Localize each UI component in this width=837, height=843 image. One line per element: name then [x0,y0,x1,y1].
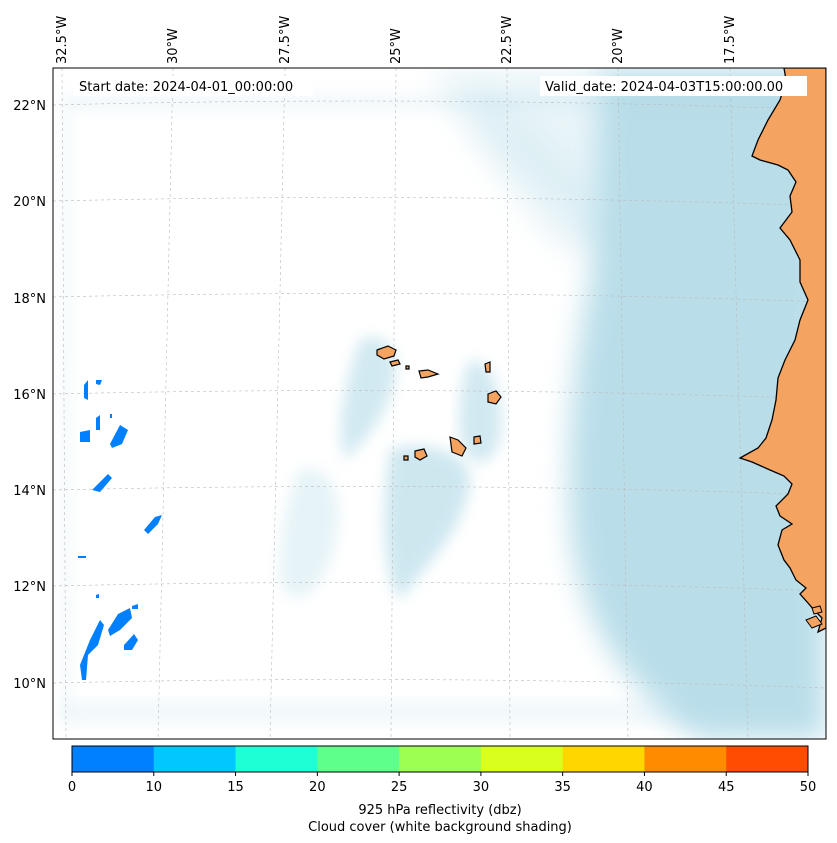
map-area [53,68,826,739]
colorbar-tick-label: 30 [473,780,490,795]
colorbar-segment [235,746,318,772]
africa-landmass [738,68,826,634]
lon-label: 25°W [389,28,404,64]
colorbar: 0 10 15 20 25 30 35 40 45 50 925 hPa reflectivity… [68,745,816,835]
colorbar-segment [726,746,809,772]
bijagos-island [811,605,823,615]
colorbar-segment [644,746,727,772]
lat-label: 20°N [13,195,46,210]
bijagos-island [805,615,823,629]
colorbar-segment [317,746,400,772]
cloud-cover-shading [62,68,826,739]
colorbar-frame [71,745,809,773]
reflectivity-echoes [78,380,162,680]
map-frame [52,67,827,740]
lon-label: 17.5°W [723,16,738,64]
lon-label: 32.5°W [55,16,70,64]
colorbar-segment [72,746,155,772]
colorbar-segment [399,746,482,772]
gridlines [53,68,826,739]
colorbar-tick-label: 50 [800,780,817,795]
start-date-text: Start date: 2024-04-01_00:00:00 [79,80,293,95]
start-date-annotation: Start date: 2024-04-01_00:00:00 [73,76,313,96]
colorbar-tick-label: 10 [146,780,163,795]
lat-label: 14°N [13,484,46,499]
colorbar-tick-label: 15 [227,780,244,795]
valid-date-annotation: Valid_date: 2024-04-03T15:00:00.00 [540,76,807,96]
colorbar-tick-label: 35 [554,780,571,795]
colorbar-tick-label: 45 [718,780,735,795]
lat-label: 10°N [13,677,46,692]
lat-label: 12°N [13,580,46,595]
latitude-labels: 22°N 20°N 18°N 16°N 14°N 12°N 10°N [13,99,46,692]
colorbar-ticks: 0 10 15 20 25 30 35 40 45 50 [68,772,816,795]
colorbar-segment [153,746,237,772]
colorbar-tick-label: 0 [68,780,76,795]
lat-label: 22°N [13,99,46,114]
valid-date-text: Valid_date: 2024-04-03T15:00:00.00 [545,80,783,95]
longitude-labels: 32.5°W 30°W 27.5°W 25°W 22.5°W 20°W 17.5… [55,16,738,64]
lon-label: 20°W [611,28,626,64]
colorbar-tick-label: 40 [636,780,653,795]
colorbar-segments [72,746,809,772]
colorbar-title: 925 hPa reflectivity (dbz) [358,803,521,818]
lon-label: 30°W [166,28,181,64]
cape-verde-islands [376,345,502,461]
lon-label: 22.5°W [500,16,515,64]
colorbar-segment [562,746,645,772]
colorbar-tick-label: 20 [309,780,326,795]
colorbar-subtitle: Cloud cover (white background shading) [308,820,572,835]
colorbar-tick-label: 25 [391,780,408,795]
colorbar-segment [480,746,564,772]
lat-label: 16°N [13,388,46,403]
lat-label: 18°N [13,292,46,307]
lon-label: 27.5°W [278,16,293,64]
